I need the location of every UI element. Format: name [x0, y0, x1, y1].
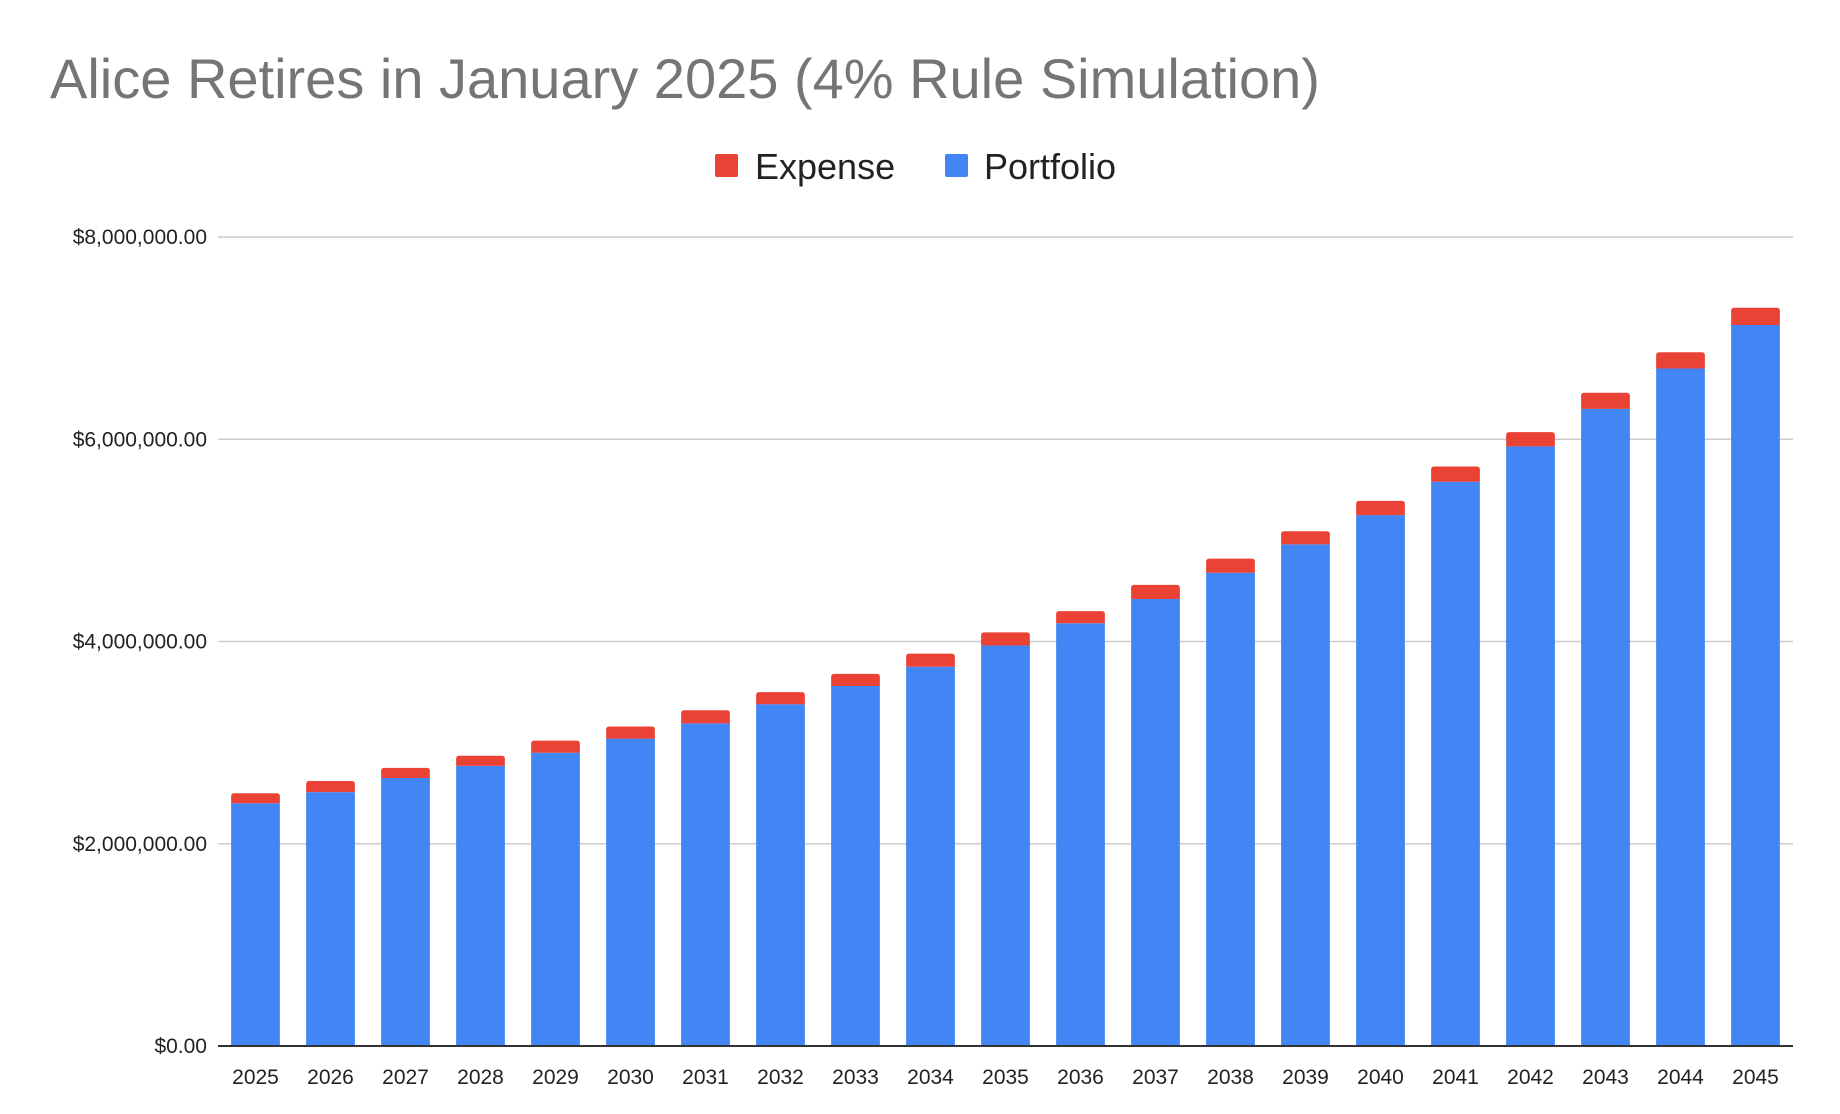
bar-expense-2043	[1581, 392, 1630, 409]
bar-expense-2030	[606, 726, 655, 739]
y-tick-label: $4,000,000.00	[73, 631, 207, 654]
bar-expense-2029	[531, 740, 580, 753]
bar-portfolio-2044	[1656, 368, 1705, 1046]
bar-portfolio-2035	[981, 645, 1030, 1046]
bar-expense-2045	[1731, 307, 1780, 325]
bar-expense-2042	[1506, 432, 1555, 447]
bar-expense-2033	[831, 673, 880, 686]
x-tick-label: 2032	[757, 1066, 804, 1089]
x-tick-label: 2040	[1357, 1066, 1404, 1089]
x-tick-label: 2027	[382, 1066, 429, 1089]
y-tick-label: $2,000,000.00	[73, 833, 207, 856]
bar-portfolio-2043	[1581, 408, 1630, 1047]
bar-expense-2026	[306, 781, 355, 793]
bar-portfolio-2045	[1731, 324, 1780, 1046]
x-tick-label: 2025	[232, 1066, 279, 1089]
x-tick-label: 2030	[607, 1066, 654, 1089]
x-axis-ticks: 2025 2026 2027 2028 2029 2030 2031 2032 2033 2034…	[232, 1066, 1779, 1089]
y-tick-label: $6,000,000.00	[73, 428, 207, 451]
legend-portfolio-label: Portfolio	[984, 146, 1116, 187]
bar-expense-2027	[381, 767, 430, 779]
bar-portfolio-2027	[381, 778, 430, 1046]
x-tick-label: 2044	[1657, 1066, 1704, 1089]
bar-expense-2031	[681, 710, 730, 724]
bar-portfolio-2032	[756, 704, 805, 1046]
x-tick-label: 2045	[1732, 1066, 1779, 1089]
legend-expense-label: Expense	[755, 146, 895, 187]
bar-expense-2040	[1356, 500, 1405, 516]
bar-expense-2038	[1206, 558, 1255, 573]
bar-portfolio-2030	[606, 738, 655, 1046]
bar-portfolio-2025	[231, 803, 280, 1046]
x-tick-label: 2041	[1432, 1066, 1479, 1089]
bar-expense-2044	[1656, 352, 1705, 369]
bar-portfolio-2031	[681, 723, 730, 1046]
bar-expense-2039	[1281, 531, 1330, 545]
x-tick-label: 2033	[832, 1066, 879, 1089]
bar-expense-2037	[1131, 584, 1180, 600]
bar-portfolio-2036	[1056, 623, 1105, 1046]
y-tick-label: $0.00	[154, 1035, 207, 1058]
bar-expense-2028	[456, 755, 505, 766]
bar-expense-2034	[906, 653, 955, 667]
bar-expense-2032	[756, 692, 805, 705]
x-tick-label: 2039	[1282, 1066, 1329, 1089]
bar-portfolio-2037	[1131, 599, 1180, 1046]
bar-portfolio-2033	[831, 685, 880, 1046]
bar-expense-2041	[1431, 466, 1480, 482]
x-tick-label: 2036	[1057, 1066, 1104, 1089]
bar-portfolio-2028	[456, 765, 505, 1046]
legend: Expense Portfolio	[715, 146, 1116, 187]
bar-portfolio-2038	[1206, 572, 1255, 1046]
x-tick-label: 2037	[1132, 1066, 1179, 1089]
x-tick-label: 2043	[1582, 1066, 1629, 1089]
y-axis-ticks: $0.00 $2,000,000.00 $4,000,000.00 $6,000,00…	[73, 226, 207, 1058]
x-tick-label: 2029	[532, 1066, 579, 1089]
bar-expense-2036	[1056, 611, 1105, 624]
bar-portfolio-2040	[1356, 515, 1405, 1046]
bar-expense-2035	[981, 632, 1030, 646]
bar-portfolio-2041	[1431, 481, 1480, 1046]
x-tick-label: 2026	[307, 1066, 354, 1089]
bar-expense-2025	[231, 793, 280, 804]
x-tick-label: 2031	[682, 1066, 729, 1089]
bar-portfolio-2042	[1506, 446, 1555, 1046]
x-tick-label: 2034	[907, 1066, 954, 1089]
bar-portfolio-2026	[306, 792, 355, 1046]
x-tick-label: 2028	[457, 1066, 504, 1089]
bar-portfolio-2034	[906, 666, 955, 1046]
bars	[231, 307, 1780, 1047]
x-tick-label: 2042	[1507, 1066, 1554, 1089]
legend-portfolio-swatch	[945, 154, 968, 177]
x-tick-label: 2035	[982, 1066, 1029, 1089]
x-tick-label: 2038	[1207, 1066, 1254, 1089]
legend-expense-swatch	[715, 154, 738, 177]
chart-title: Alice Retires in January 2025 (4% Rule S…	[50, 47, 1320, 110]
bar-portfolio-2029	[531, 752, 580, 1046]
y-tick-label: $8,000,000.00	[73, 226, 207, 249]
bar-portfolio-2039	[1281, 544, 1330, 1046]
